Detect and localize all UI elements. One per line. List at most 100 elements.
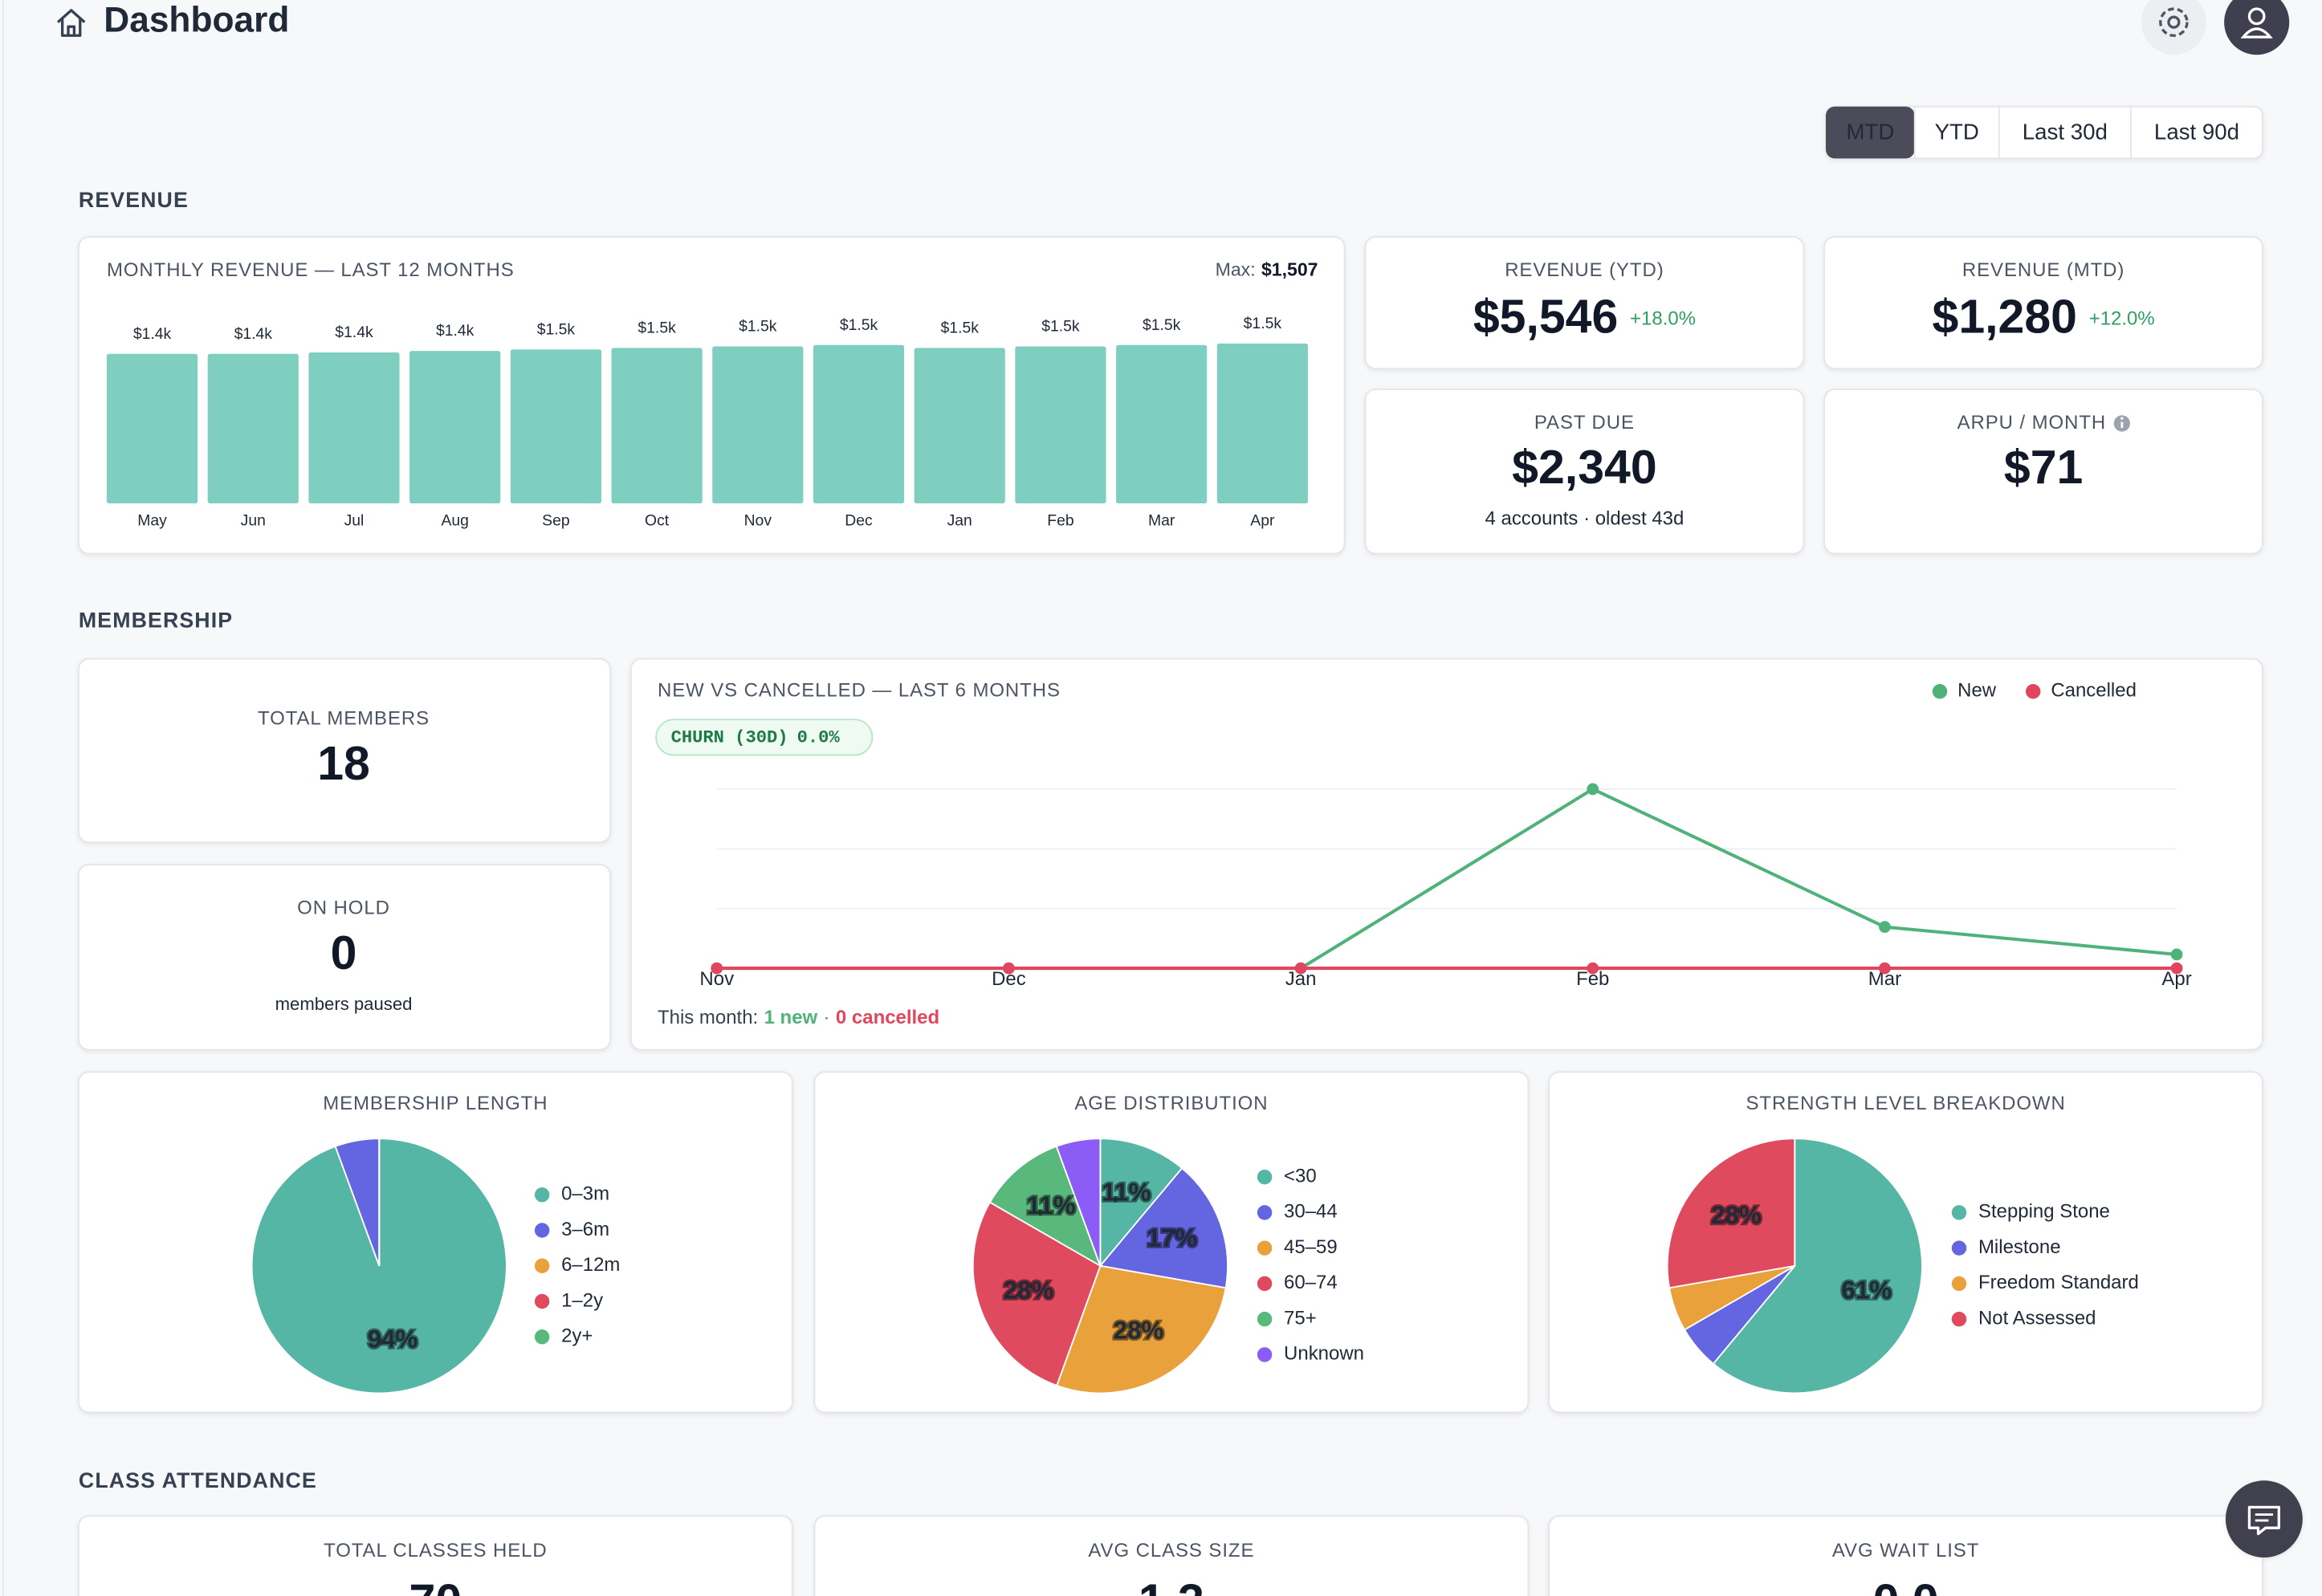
legend-marker — [534, 1187, 550, 1203]
kpi-note: 4 accounts · oldest 43d — [1485, 508, 1684, 530]
kpi-label: AVG WAIT LIST — [1832, 1540, 1979, 1561]
x-tick-label: Feb — [1047, 511, 1073, 529]
x-tick-label: Sep — [542, 511, 569, 529]
churn-badge: CHURN (30D) 0.0% — [655, 719, 874, 756]
home-icon — [57, 9, 86, 37]
chart-title: AGE DISTRIBUTION — [1074, 1093, 1268, 1114]
card — [1364, 389, 1805, 555]
bar-value-label: $1.5k — [537, 320, 576, 338]
legend-marker — [1257, 1169, 1273, 1185]
legend-marker — [1951, 1276, 1967, 1292]
charts: MONTHLY REVENUE — LAST 12 MONTHS Max: $1,5… — [106, 259, 2192, 1394]
summary-label: This month: — [658, 1007, 758, 1028]
legend-marker — [1951, 1205, 1967, 1220]
legend-marker — [1932, 684, 1948, 699]
legend-label: 1–2y — [561, 1289, 603, 1311]
bar — [611, 348, 703, 504]
data-point — [2170, 962, 2183, 975]
bar-value-label: $1.5k — [638, 320, 676, 337]
legend-marker — [534, 1293, 550, 1309]
legend-label: 6–12m — [561, 1254, 620, 1276]
bar-value-label: $1.5k — [840, 316, 878, 334]
legend-label: 2y+ — [561, 1325, 593, 1347]
summary-new: 1 new — [764, 1007, 818, 1028]
data-point — [711, 962, 723, 975]
data-point — [2170, 948, 2183, 961]
legend-label: 45–59 — [1284, 1236, 1338, 1258]
legend-label: Unknown — [1284, 1343, 1364, 1365]
bar — [409, 351, 501, 504]
legend-label: Freedom Standard — [1978, 1272, 2139, 1293]
pie-slice — [1056, 1264, 1227, 1394]
pie-chart: MEMBERSHIP LENGTH 94% 0–3m 3–6m 6–12m 1–2y 2y+ — [251, 1093, 620, 1394]
bar-chart: MONTHLY REVENUE — LAST 12 MONTHS Max: $1,5… — [106, 259, 1318, 529]
churn-text: CHURN (30D) 0.0% — [671, 727, 841, 747]
filter-button[interactable]: YTD — [1913, 106, 1979, 159]
kpi-delta: +18.0% — [1630, 308, 1696, 330]
card — [1823, 389, 2263, 555]
card — [1364, 236, 1805, 370]
slice-label: 28% — [1114, 1316, 1164, 1344]
bar-value-label: $1.4k — [133, 325, 172, 343]
legend-marker — [2025, 684, 2041, 699]
legend-label: 75+ — [1284, 1307, 1317, 1329]
info-icon[interactable] — [2113, 415, 2130, 432]
kpi-label: REVENUE (YTD) — [1505, 259, 1664, 281]
pie-slice — [1055, 1138, 1102, 1267]
bar — [106, 353, 198, 504]
chat-button[interactable] — [2225, 1480, 2303, 1558]
data-point — [1587, 962, 1599, 975]
bar — [510, 349, 601, 504]
legend-label: 0–3m — [561, 1183, 609, 1205]
filter-button[interactable]: Last 30d — [1998, 106, 2108, 159]
kpi-label: AVG CLASS SIZE — [1088, 1540, 1254, 1561]
max-value: $1,507 — [1261, 259, 1318, 280]
card — [1823, 236, 2263, 370]
kpi-delta: +12.0% — [2089, 308, 2155, 330]
kpi-value: 70 — [409, 1575, 462, 1596]
filter-label: YTD — [1935, 119, 1979, 144]
kpi-value: 0 — [331, 926, 357, 979]
slice-label: 94% — [368, 1325, 418, 1354]
kpi-label: REVENUE (MTD) — [1962, 259, 2124, 281]
x-tick-label: Mar — [1148, 511, 1175, 529]
bar — [1216, 343, 1308, 504]
x-tick-label: Aug — [441, 511, 468, 529]
legend-label: Cancelled — [2051, 680, 2137, 702]
filter-button[interactable]: Last 90d — [2129, 106, 2239, 159]
pie-slice — [988, 1145, 1102, 1268]
bar — [712, 346, 804, 504]
legend-label: 60–74 — [1284, 1272, 1338, 1293]
bar — [1015, 346, 1106, 504]
data-point — [1879, 962, 1891, 975]
slice-label: 28% — [1004, 1276, 1054, 1305]
card — [77, 864, 611, 1051]
slice-label: 11% — [1027, 1191, 1076, 1219]
date-range-filter: MTD YTD Last 30d Last 90d — [1825, 105, 2263, 160]
kpi-value-group: $5,546 +18.0% — [1473, 290, 1696, 343]
bar-value-label: $1.5k — [1041, 318, 1080, 336]
filter-label: Last 90d — [2154, 119, 2239, 144]
kpi-value: $1,280 — [1933, 290, 2077, 343]
bar — [207, 353, 299, 504]
x-tick-label: Nov — [744, 511, 772, 529]
user-menu[interactable] — [2224, 0, 2290, 55]
settings-button[interactable] — [2141, 0, 2206, 55]
chart-title: NEW VS CANCELLED — LAST 6 MONTHS — [658, 680, 1061, 702]
bar-value-label: $1.5k — [1143, 316, 1181, 334]
max-label-group: Max: $1,507 — [1216, 259, 1318, 280]
legend-marker — [1257, 1276, 1273, 1292]
month-summary: This month: 1 new · 0 cancelled — [658, 1007, 939, 1028]
pie-chart: AGE DISTRIBUTION 11% 17% 28% 28% 11% <30 30–44 4… — [972, 1093, 1364, 1394]
filter-label: MTD — [1846, 119, 1894, 144]
pie-chart: STRENGTH LEVEL BREAKDOWN 61% 28% Stepping S… — [1666, 1093, 2139, 1394]
x-tick-label: Dec — [845, 511, 873, 529]
card — [629, 658, 2263, 1051]
pie-slice — [1712, 1138, 1923, 1394]
filter-button-bg — [1826, 106, 1915, 159]
kpi-label: TOTAL CLASSES HELD — [324, 1540, 548, 1561]
legend-marker — [1951, 1240, 1967, 1256]
filter-button[interactable]: MTD — [1826, 106, 1915, 159]
